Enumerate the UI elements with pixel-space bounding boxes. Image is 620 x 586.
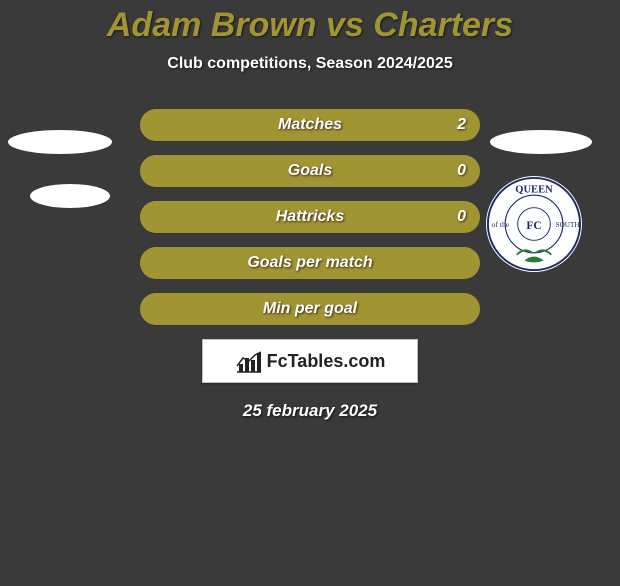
stat-bar-row: Goals per match	[140, 247, 480, 279]
right-ellipse	[490, 130, 592, 154]
stat-bar-row: Goals0	[140, 155, 480, 187]
stat-bar-value: 0	[457, 155, 466, 187]
stat-bar-label: Goals	[140, 155, 480, 187]
fctables-chart-icon	[235, 348, 263, 374]
stat-bar-label: Goals per match	[140, 247, 480, 279]
club-badge: QUEEN of the SOUTH FC	[486, 176, 582, 272]
ellipse-shape	[30, 184, 110, 208]
page-title: Adam Brown vs Charters	[0, 6, 620, 45]
stat-bar-value: 2	[457, 109, 466, 141]
fctables-logo: FcTables.com	[202, 339, 418, 383]
ellipse-shape	[8, 130, 112, 154]
svg-text:of the: of the	[492, 220, 510, 229]
stat-bar-label: Matches	[140, 109, 480, 141]
stat-bar-value: 0	[457, 201, 466, 233]
subtitle: Club competitions, Season 2024/2025	[0, 55, 620, 73]
svg-text:QUEEN: QUEEN	[515, 184, 553, 195]
left-ellipse-2	[30, 184, 110, 208]
stat-bars: Matches2Goals0Hattricks0Goals per matchM…	[140, 109, 480, 325]
left-ellipse-1	[8, 130, 112, 154]
fctables-logo-text: FcTables.com	[267, 351, 386, 372]
stat-bar-row: Min per goal	[140, 293, 480, 325]
stat-bar-label: Min per goal	[140, 293, 480, 325]
stat-bar-row: Matches2	[140, 109, 480, 141]
svg-text:FC: FC	[526, 220, 541, 232]
stat-bar-row: Hattricks0	[140, 201, 480, 233]
club-badge-icon: QUEEN of the SOUTH FC	[486, 176, 582, 272]
report-date: 25 february 2025	[0, 401, 620, 421]
ellipse-shape	[490, 130, 592, 154]
svg-text:SOUTH: SOUTH	[556, 221, 580, 229]
stat-bar-label: Hattricks	[140, 201, 480, 233]
